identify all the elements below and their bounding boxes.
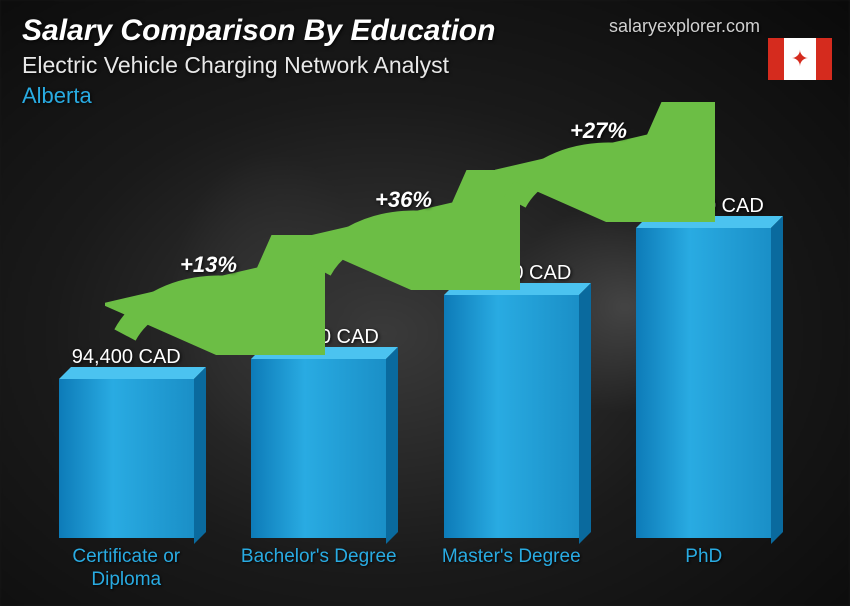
category-label: Certificate or Diploma xyxy=(36,546,216,594)
category-label: Master's Degree xyxy=(442,546,581,594)
increase-label-1: +13% xyxy=(180,252,237,278)
chart-subtitle: Electric Vehicle Charging Network Analys… xyxy=(22,52,828,79)
category-label: Bachelor's Degree xyxy=(241,546,397,594)
increase-label-2: +36% xyxy=(375,187,432,213)
bar-group-master: 144,000 CAD Master's Degree xyxy=(421,262,601,594)
bar-3d xyxy=(251,359,386,538)
increase-label-3: +27% xyxy=(570,118,627,144)
bar-front xyxy=(59,379,194,538)
bar-front xyxy=(444,295,579,538)
bar-group-certificate: 94,400 CAD Certificate or Diploma xyxy=(36,346,216,594)
chart-title: Salary Comparison By Education xyxy=(22,14,828,48)
bar-3d xyxy=(636,228,771,538)
bar-group-bachelor: 106,000 CAD Bachelor's Degree xyxy=(229,326,409,594)
bar-front xyxy=(251,359,386,538)
bar-3d xyxy=(444,295,579,538)
chart-region: Alberta xyxy=(22,83,828,109)
category-label: PhD xyxy=(685,546,722,594)
header: Salary Comparison By Education Electric … xyxy=(22,14,828,109)
bar-front xyxy=(636,228,771,538)
bar-group-phd: 184,000 CAD PhD xyxy=(614,195,794,594)
bar-3d xyxy=(59,379,194,538)
